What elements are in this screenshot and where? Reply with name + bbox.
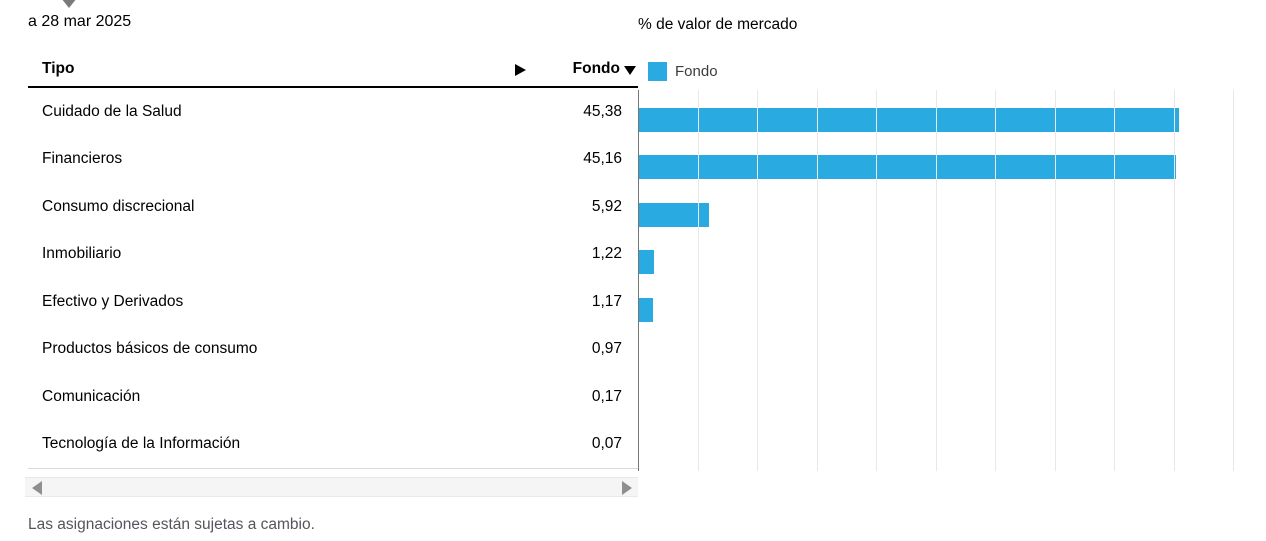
allocation-table: Tipo Fondo Cuidado de la Salud 45,38 Finan…	[28, 55, 638, 469]
bar-rows	[639, 96, 1266, 476]
table-row: Productos básicos de consumo 0,97	[28, 326, 638, 374]
plot-area	[638, 90, 1266, 471]
y-axis-line	[638, 90, 639, 471]
bar[interactable]	[639, 202, 710, 227]
chart-legend: Fondo	[648, 62, 718, 81]
bar-row	[639, 429, 1266, 477]
gridline	[757, 90, 758, 471]
gridline	[817, 90, 818, 471]
gridline	[698, 90, 699, 471]
bar-row	[639, 334, 1266, 382]
row-value: 45,38	[583, 102, 622, 120]
disclaimer-note: Las asignaciones están sujetas a cambio.	[28, 516, 315, 533]
gridline	[936, 90, 937, 471]
gridline	[995, 90, 996, 471]
bar-chart: % de valor de mercado Fondo	[638, 0, 1266, 500]
chart-title: % de valor de mercado	[638, 16, 798, 33]
gridline	[1174, 90, 1175, 471]
row-label: Efectivo y Derivados	[42, 292, 184, 310]
bar-row	[639, 286, 1266, 334]
row-value: 1,22	[591, 245, 622, 263]
table-row: Efectivo y Derivados 1,17	[28, 278, 638, 326]
bar[interactable]	[639, 155, 1177, 180]
row-label: Comunicación	[42, 387, 141, 405]
bar-row	[639, 144, 1266, 192]
table-row: Tecnología de la Información 0,07	[28, 421, 638, 469]
gridline	[1233, 90, 1234, 471]
table-row: Financieros 45,16	[28, 136, 638, 184]
table-row: Consumo discrecional 5,92	[28, 183, 638, 231]
triangle-right-icon[interactable]	[515, 64, 526, 76]
bar[interactable]	[639, 107, 1179, 132]
scroll-left-icon[interactable]	[32, 481, 42, 495]
legend-label-fondo: Fondo	[675, 63, 718, 80]
row-label: Financieros	[42, 150, 123, 168]
table-row: Cuidado de la Salud 45,38	[28, 88, 638, 136]
sort-descending-icon	[624, 65, 636, 75]
column-header-tipo[interactable]: Tipo	[42, 60, 75, 77]
table-row: Inmobiliario 1,22	[28, 231, 638, 279]
table-header-row: Tipo Fondo	[28, 55, 638, 88]
gridline	[876, 90, 877, 471]
row-value: 45,16	[583, 150, 622, 168]
bar-row	[639, 381, 1266, 429]
row-value: 0,97	[591, 340, 622, 358]
table-row: Comunicación 0,17	[28, 373, 638, 421]
horizontal-scrollbar[interactable]	[25, 477, 638, 497]
bar[interactable]	[639, 250, 654, 275]
row-label: Cuidado de la Salud	[42, 102, 182, 120]
row-value: 0,17	[591, 387, 622, 405]
bar-row	[639, 239, 1266, 287]
row-value: 1,17	[591, 292, 622, 310]
row-value: 0,07	[591, 435, 622, 453]
caret-down-icon[interactable]	[61, 0, 77, 8]
bar-row	[639, 96, 1266, 144]
bar-row	[639, 191, 1266, 239]
as-of-date: a 28 mar 2025	[28, 13, 132, 30]
table-rows: Cuidado de la Salud 45,38 Financieros 45,16…	[28, 88, 638, 469]
gridline	[1114, 90, 1115, 471]
row-label: Inmobiliario	[42, 245, 122, 263]
column-header-fondo[interactable]: Fondo	[573, 60, 636, 78]
bar[interactable]	[639, 297, 653, 322]
row-label: Tecnología de la Información	[42, 435, 241, 453]
gridline	[1055, 90, 1056, 471]
legend-swatch-fondo	[648, 62, 667, 81]
column-header-fondo-label: Fondo	[572, 60, 620, 77]
row-label: Productos básicos de consumo	[42, 340, 258, 358]
row-value: 5,92	[591, 197, 622, 215]
row-label: Consumo discrecional	[42, 197, 195, 215]
scroll-right-icon[interactable]	[622, 481, 632, 495]
